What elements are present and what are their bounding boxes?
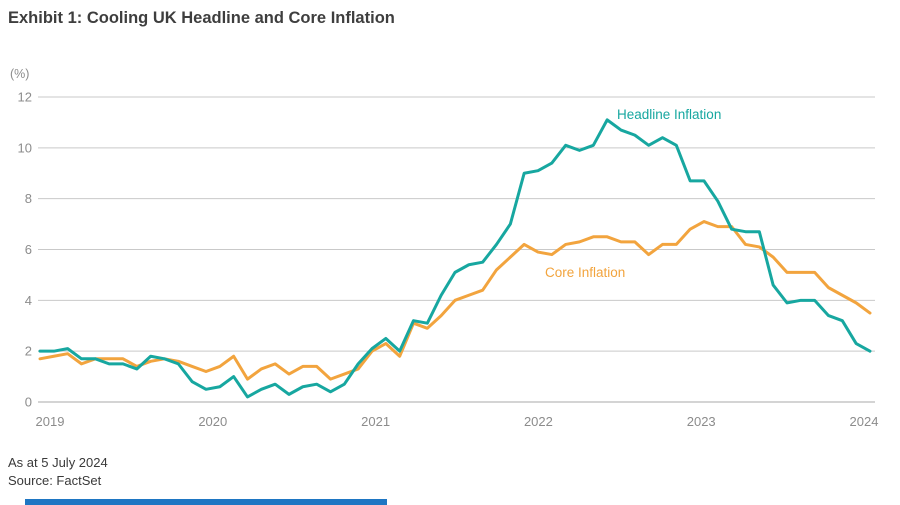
bottom-accent-bar <box>25 499 387 505</box>
y-tick-label: 10 <box>18 140 32 155</box>
x-axis-labels: 2019 2020 2021 2022 2023 2024 <box>36 414 879 429</box>
headline-series-label: Headline Inflation <box>617 107 721 122</box>
y-tick-label: 12 <box>18 90 32 105</box>
headline-inflation-line <box>38 118 872 399</box>
core-series-label: Core Inflation <box>545 265 625 280</box>
series-lines <box>38 118 872 399</box>
y-tick-label: 8 <box>25 191 32 206</box>
x-tick-label: 2024 <box>850 414 879 429</box>
x-tick-label: 2019 <box>36 414 65 429</box>
y-tick-label: 4 <box>25 293 32 308</box>
inflation-chart: (%) 12 10 8 6 4 2 0 2019 2020 2021 2022 2023 2024 H… <box>10 67 879 429</box>
y-tick-label: 6 <box>25 242 32 257</box>
chart-title: Exhibit 1: Cooling UK Headline and Core … <box>8 9 395 27</box>
footer-as-at-date: As at 5 July 2024 <box>8 455 108 470</box>
footer-source: Source: FactSet <box>8 473 102 488</box>
y-tick-label: 0 <box>25 395 32 410</box>
x-tick-label: 2020 <box>198 414 227 429</box>
y-axis-labels: 12 10 8 6 4 2 0 <box>18 90 32 410</box>
x-tick-label: 2022 <box>524 414 553 429</box>
y-axis-unit-label: (%) <box>10 67 29 81</box>
y-tick-label: 2 <box>25 344 32 359</box>
gridlines <box>38 96 875 403</box>
x-tick-label: 2023 <box>687 414 716 429</box>
x-tick-label: 2021 <box>361 414 390 429</box>
